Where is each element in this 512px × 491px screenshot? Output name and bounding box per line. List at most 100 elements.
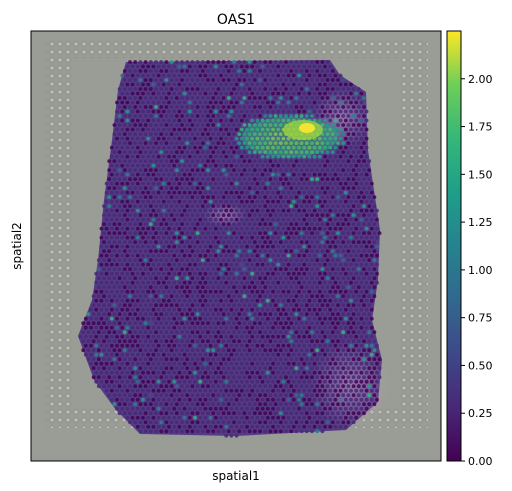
expression-spot [125,91,130,96]
expression-spot [354,235,359,240]
expression-spot [330,312,335,317]
expression-spot [312,298,317,303]
expression-spot [172,73,177,78]
expression-spot [130,82,135,87]
expression-spot [336,339,340,344]
expression-spot [203,163,208,168]
expression-spot [154,87,158,91]
expression-spot [354,226,359,231]
expression-spot [268,312,273,317]
expression-spot [159,240,164,245]
expression-spot [161,262,166,267]
expression-spot [320,222,325,227]
expression-spot [117,159,122,164]
expression-spot [203,343,208,348]
expression-spot [294,177,299,182]
expression-spot [307,91,312,96]
expression-spot [346,285,351,290]
expression-spot [341,123,346,127]
expression-spot [369,217,374,222]
expression-spot [343,406,348,411]
expression-spot [226,321,231,326]
expression-spot [245,424,249,429]
expression-spot [304,366,309,371]
expression-spot [195,123,200,127]
expression-spot [161,289,166,294]
expression-spot [177,253,182,258]
expression-spot [203,370,208,375]
expression-spot [193,73,197,78]
expression-spot [198,280,203,285]
expression-spot [151,226,156,231]
expression-spot [252,375,257,380]
expression-spot [200,267,205,271]
expression-spot [161,154,166,159]
expression-spot [349,181,353,186]
expression-spot [310,249,314,254]
expression-spot [375,208,379,213]
expression-spot [323,235,327,240]
expression-spot [177,271,182,276]
expression-spot [250,307,255,312]
expression-spot [328,226,333,231]
expression-spot [102,294,106,299]
expression-spot [346,258,351,262]
expression-spot [229,235,234,240]
expression-spot [229,73,234,78]
expression-spot [232,114,236,118]
expression-spot [299,213,304,218]
expression-spot [169,366,174,371]
expression-spot [120,235,125,240]
expression-spot [219,325,223,330]
expression-spot [208,370,213,375]
expression-spot [224,82,229,87]
expression-spot [273,114,278,118]
expression-spot [169,249,174,254]
expression-spot [130,289,135,294]
expression-spot [302,253,307,258]
expression-spot [341,258,346,262]
expression-spot [154,411,158,416]
expression-spot [102,348,106,353]
expression-spot [120,271,125,276]
expression-spot [247,105,252,109]
expression-spot [96,303,101,308]
expression-spot [250,163,255,168]
expression-spot [115,280,119,285]
expression-spot [268,429,273,434]
expression-spot [94,334,99,339]
expression-spot [164,114,169,118]
expression-spot [260,415,265,420]
expression-spot [206,411,210,416]
expression-spot [172,100,177,105]
expression-spot [258,429,262,434]
expression-spot [219,163,223,168]
expression-spot [247,330,252,335]
expression-spot [351,168,356,173]
expression-spot [291,208,296,213]
expression-spot [351,312,356,317]
expression-spot [304,60,309,64]
expression-spot [164,258,169,262]
expression-spot [154,168,158,173]
expression-spot [289,420,294,425]
expression-spot [180,60,184,64]
expression-spot [130,334,135,339]
expression-spot [117,294,122,299]
expression-spot [135,280,140,285]
expression-spot [349,235,353,240]
expression-spot [172,82,177,87]
expression-spot [278,339,283,344]
expression-spot [193,163,197,168]
expression-spot [312,190,317,195]
expression-spot [263,276,268,281]
expression-spot [213,397,218,402]
expression-spot [232,366,236,371]
expression-spot [284,213,288,218]
expression-spot [284,321,288,326]
expression-spot [169,276,174,281]
expression-spot [182,181,187,186]
expression-spot [265,325,270,330]
expression-spot [278,96,283,100]
expression-spot [190,411,195,416]
